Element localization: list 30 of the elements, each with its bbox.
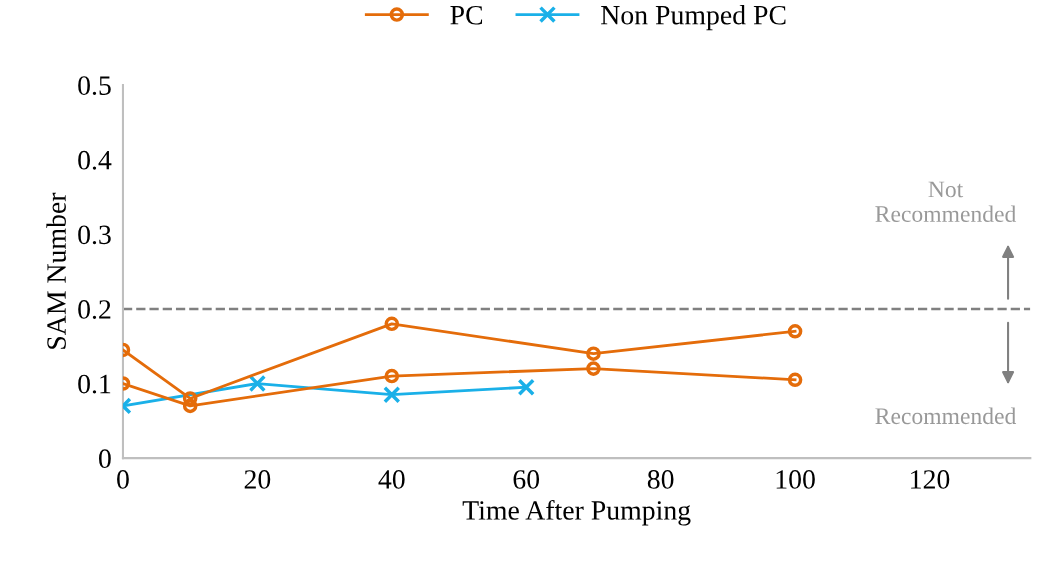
x-tick-label: 40	[378, 470, 405, 489]
annotation: Not Recommended	[875, 181, 1017, 223]
y-tick-label: 0.2	[78, 300, 111, 319]
point	[586, 361, 601, 376]
y-tick-label: 0.1	[78, 374, 111, 394]
legend-label: PC	[450, 5, 483, 25]
y-tick-label: 0.5	[78, 76, 111, 96]
x-axis-title: Time After Pumping	[462, 499, 691, 526]
x-tick-label: 100	[776, 470, 815, 489]
x-tick-label: 20	[244, 470, 271, 489]
x-tick-label: 0	[117, 470, 129, 489]
y-tick-label: 0.4	[78, 150, 112, 170]
point	[383, 386, 401, 404]
point	[384, 368, 400, 384]
point	[787, 372, 803, 388]
point	[182, 391, 198, 406]
y-tick-label: 0	[99, 449, 111, 469]
point	[248, 374, 267, 393]
annotation: Recommended	[875, 407, 1017, 425]
point	[586, 346, 601, 361]
x-tick-label: 120	[911, 470, 950, 489]
x-tick-label: 80	[647, 470, 674, 489]
point	[517, 378, 535, 396]
y-tick-label: 0.3	[78, 225, 111, 245]
legend-label: Non Pumped PC	[601, 5, 786, 31]
point	[787, 323, 803, 339]
x-tick-label: 60	[513, 470, 540, 489]
y-axis-title: SAM Number	[46, 192, 66, 349]
point	[182, 398, 198, 414]
point	[384, 316, 400, 332]
